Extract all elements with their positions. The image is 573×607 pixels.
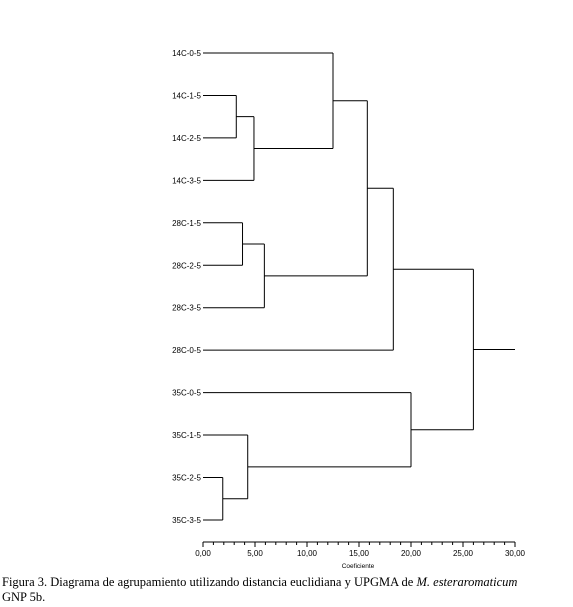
leaf-label: 35C-3-5 (172, 516, 201, 525)
x-tick-label: 20,00 (401, 549, 422, 558)
x-tick-label: 5,00 (247, 549, 263, 558)
caption-text: Figura 3. Diagrama de agrupamiento utili… (2, 575, 417, 589)
leaf-label: 14C-0-5 (172, 49, 201, 58)
leaf-label: 35C-1-5 (172, 431, 201, 440)
leaf-label: 28C-1-5 (172, 219, 201, 228)
x-axis-title: Coeficiente (342, 563, 375, 570)
leaf-label: 28C-0-5 (172, 346, 201, 355)
leaf-label: 28C-3-5 (172, 304, 201, 313)
dendrogram-links (203, 52, 515, 521)
leaf-label: 28C-2-5 (172, 261, 201, 270)
x-tick-label: 10,00 (297, 549, 318, 558)
leaf-label: 14C-1-5 (172, 91, 201, 100)
figure-caption: Figura 3. Diagrama de agrupamiento utili… (2, 575, 572, 605)
x-tick-label: 0,00 (195, 549, 211, 558)
leaf-label: 14C-2-5 (172, 134, 201, 143)
caption-species: M. esteraromaticum (416, 575, 518, 589)
x-tick-label: 15,00 (349, 549, 370, 558)
leaf-labels: 14C-0-5 14C-1-5 14C-2-5 14C-3-5 28C-1-5 28C-2… (172, 49, 201, 525)
leaf-label: 35C-0-5 (172, 389, 201, 398)
x-tick-label: 30,00 (505, 549, 526, 558)
leaf-label: 35C-2-5 (172, 474, 201, 483)
caption-suffix: GNP 5b. (2, 590, 46, 604)
leaf-label: 14C-3-5 (172, 176, 201, 185)
x-tick-label: 25,00 (453, 549, 474, 558)
x-axis: 0,00 5,00 10,00 15,00 20,00 25,00 30,00 (195, 541, 526, 558)
dendrogram-chart: 14C-0-5 14C-1-5 14C-2-5 14C-3-5 28C-1-5 28C-2… (172, 49, 526, 570)
